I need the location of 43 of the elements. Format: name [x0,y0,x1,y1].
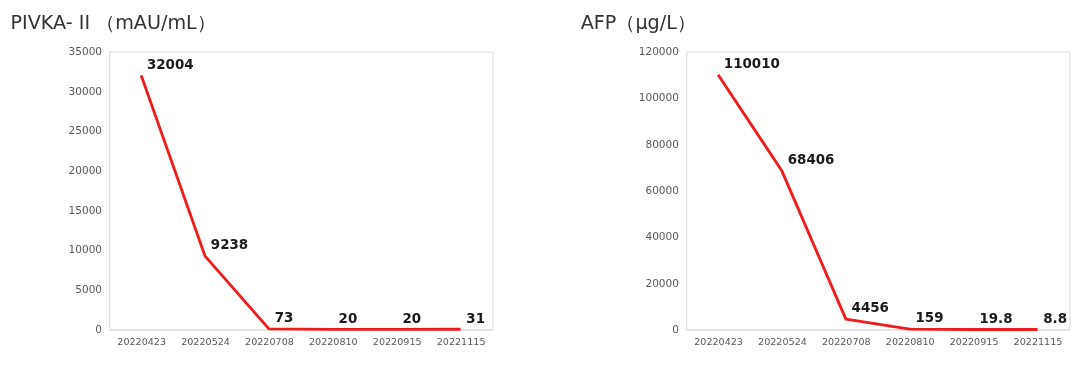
data-label: 4456 [851,300,889,316]
data-label: 32004 [146,56,194,72]
line-series [139,73,463,331]
y-tick-label: 0 [95,322,103,335]
y-tick-label: 0 [672,322,679,335]
y-tick-label: 40000 [645,230,679,243]
y-tick-label: 15000 [68,203,103,216]
x-tick-label: 20220423 [117,336,167,348]
data-label: 19.8 [979,310,1013,326]
y-tick-label: 5000 [75,283,103,296]
x-tick-label: 20220708 [245,336,294,348]
line-series [716,73,1039,331]
y-tick-label: 20000 [68,164,103,177]
x-tick-label: 20221115 [1013,336,1063,348]
y-tick-label: 120000 [638,44,679,57]
y-tick-label: 10000 [68,243,103,256]
x-tick-label: 20220708 [821,336,871,348]
data-label: 73 [274,310,294,326]
x-tick-label: 20220915 [372,336,422,348]
x-tick-label: 20220810 [308,336,358,348]
x-tick-label: 20220915 [949,336,999,348]
y-tick-label: 20000 [645,276,679,289]
data-label: 20 [402,310,422,326]
x-tick-label: 20220524 [181,336,230,348]
y-tick-label: 100000 [638,91,679,104]
y-tick-label: 35000 [68,44,103,57]
data-label: 31 [466,310,486,326]
x-tick-label: 20220524 [758,336,807,348]
data-label: 9238 [210,237,249,253]
y-tick-label: 80000 [645,137,679,150]
y-tick-label: 30000 [68,84,103,97]
chart-title: PIVKA- II （mAU/mL） [10,10,216,34]
data-label: 8.8 [1043,310,1068,326]
x-tick-label: 20221115 [436,336,486,348]
y-tick-label: 60000 [645,183,679,196]
data-label: 110010 [723,56,780,72]
chart-title: AFP（μg/L） [580,10,696,34]
x-tick-label: 20220810 [885,336,935,348]
x-tick-label: 20220423 [694,336,743,348]
data-label: 20 [338,310,358,326]
y-tick-label: 25000 [68,124,103,137]
data-label: 159 [915,310,944,326]
data-label: 68406 [787,152,835,168]
